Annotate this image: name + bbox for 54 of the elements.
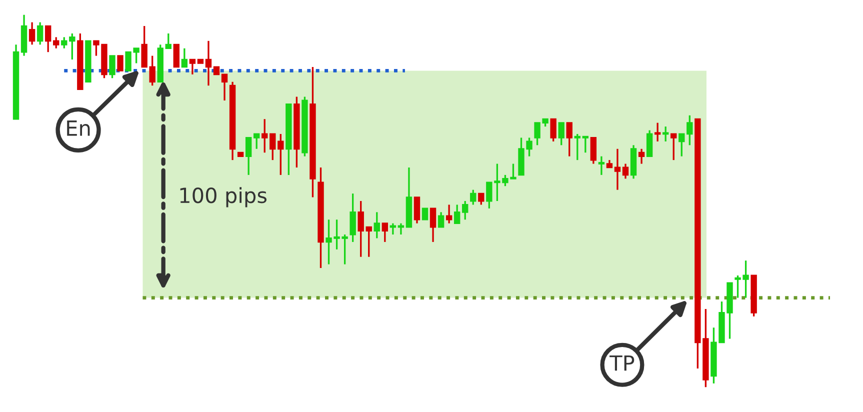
candlestick [422,208,428,220]
candlestick [205,40,212,86]
candlestick [446,204,452,224]
candlestick [109,54,116,79]
candlestick [173,44,180,68]
candlestick [574,133,580,161]
candlestick [550,118,556,142]
candlestick [53,36,60,50]
candlestick [470,188,476,206]
candlestick [69,32,76,60]
candlestick [598,155,605,176]
candlestick [678,133,685,158]
candlestick [366,226,372,258]
annotation: 100 pips [180,187,267,208]
annotation: TP [610,355,634,371]
candlestick [61,36,68,50]
candlestick [181,48,188,68]
candlestick [622,162,629,180]
candlestick [374,211,380,240]
candlestick [398,222,404,236]
candlestick [582,136,589,154]
candlestick [566,122,572,158]
candlestick [117,55,124,72]
candlestick [438,211,444,228]
candlestick [686,114,693,146]
candlestick [382,222,388,243]
candlestick [390,222,396,236]
candlestick [358,200,364,258]
candlestick [654,122,661,142]
candlestick [270,133,276,161]
candlestick [662,126,669,142]
candlestick [36,21,44,46]
candlestick [278,133,284,176]
candlestick [44,25,52,53]
candlestick [614,148,621,191]
candlestick [262,118,268,154]
candlestick [646,129,653,158]
candlestick [430,208,436,243]
candlestick [350,192,356,243]
candlestick [221,74,228,102]
candlestick [454,204,460,224]
annotation: En [67,120,90,136]
candlestick [165,32,172,50]
candlestick [414,196,420,224]
candlestick [462,200,468,220]
candlestick [245,136,252,176]
candlestick [253,133,260,150]
candlestick [670,133,677,161]
candlestick [590,136,597,165]
candlestick [28,21,36,46]
candlestick [478,192,484,206]
candlestick [638,148,645,165]
candlestick [558,122,564,146]
candlestick [189,58,196,76]
